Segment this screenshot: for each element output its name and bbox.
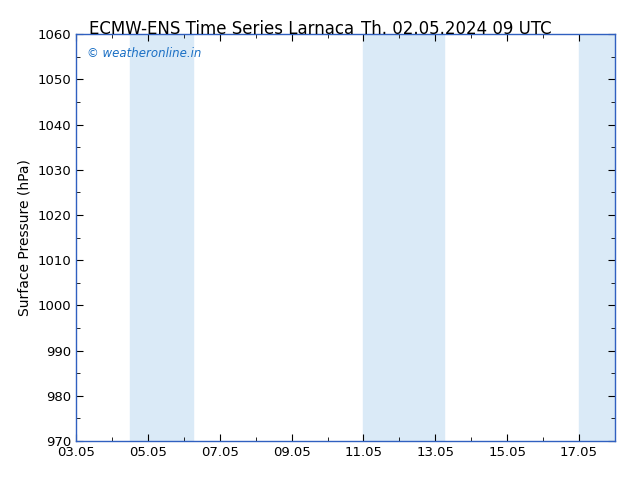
Text: © weatheronline.in: © weatheronline.in [87,47,201,59]
Bar [130,34,193,441]
Bar [579,34,615,441]
Y-axis label: Surface Pressure (hPa): Surface Pressure (hPa) [18,159,32,316]
Bar [363,34,444,441]
Text: Th. 02.05.2024 09 UTC: Th. 02.05.2024 09 UTC [361,20,552,38]
Text: ECMW-ENS Time Series Larnaca: ECMW-ENS Time Series Larnaca [89,20,354,38]
